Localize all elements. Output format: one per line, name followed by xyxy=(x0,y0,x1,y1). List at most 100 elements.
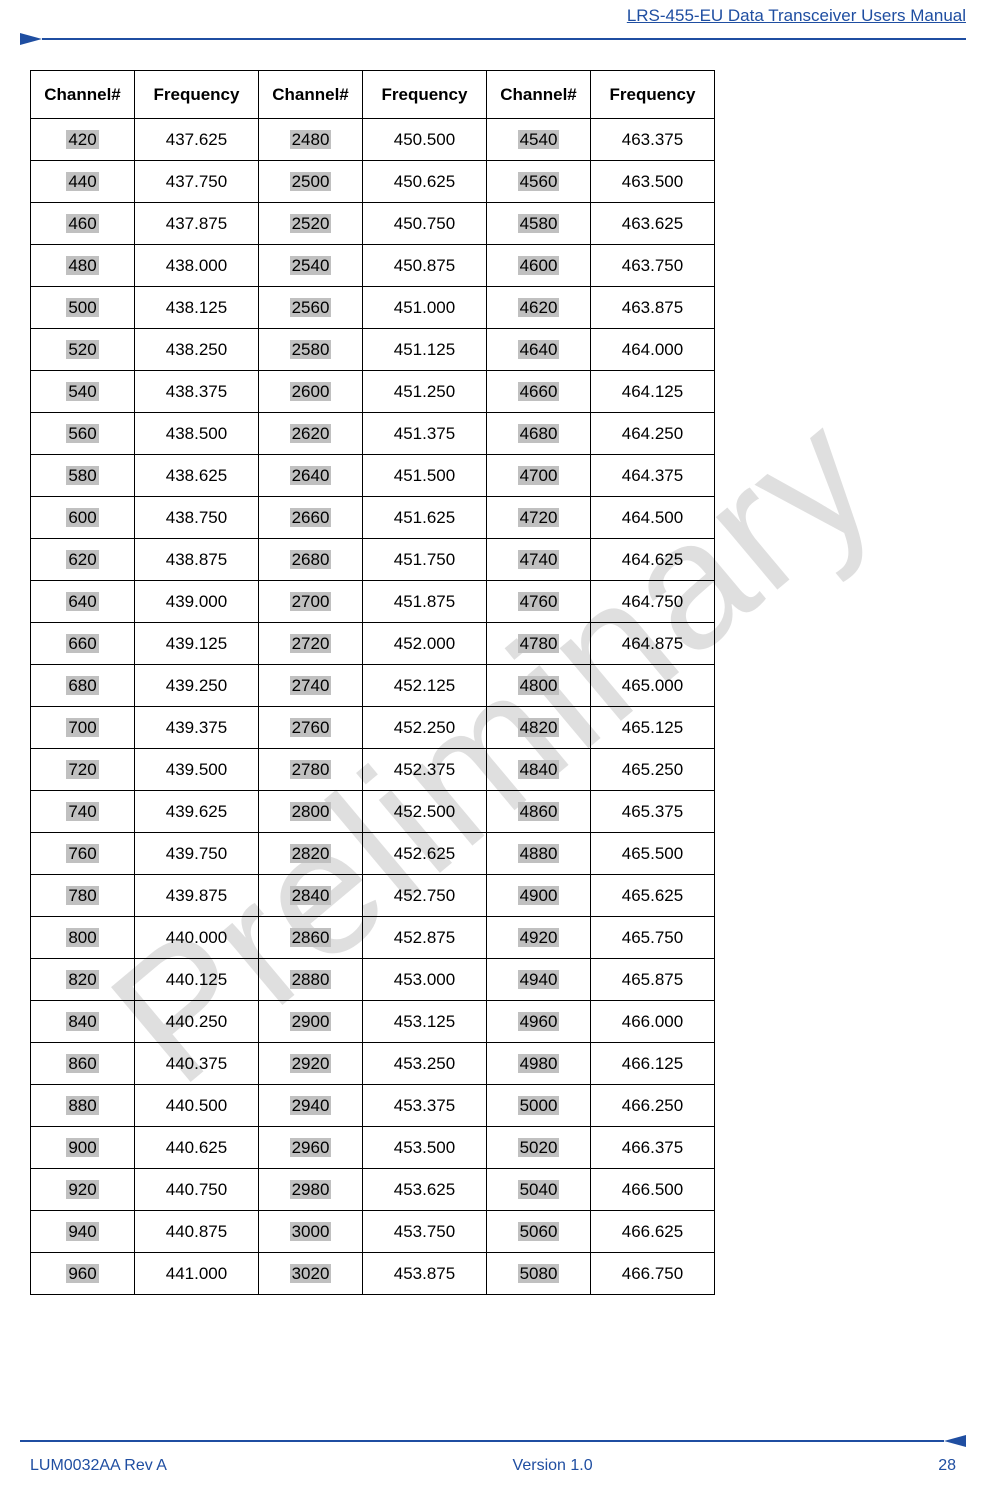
frequency-cell: 452.750 xyxy=(363,875,487,917)
channel-cell: 4760 xyxy=(487,581,591,623)
frequency-cell: 464.000 xyxy=(591,329,715,371)
channel-value: 2480 xyxy=(290,130,332,149)
table-header-cell: Frequency xyxy=(591,71,715,119)
frequency-cell: 451.000 xyxy=(363,287,487,329)
channel-value: 540 xyxy=(66,382,98,401)
channel-value: 2740 xyxy=(290,676,332,695)
table-row: 600438.7502660451.6254720464.500 xyxy=(31,497,715,539)
channel-cell: 580 xyxy=(31,455,135,497)
channel-value: 3000 xyxy=(290,1222,332,1241)
table-row: 520438.2502580451.1254640464.000 xyxy=(31,329,715,371)
channel-cell: 620 xyxy=(31,539,135,581)
channel-cell: 5000 xyxy=(487,1085,591,1127)
channel-cell: 680 xyxy=(31,665,135,707)
channel-cell: 460 xyxy=(31,203,135,245)
channel-cell: 600 xyxy=(31,497,135,539)
channel-value: 560 xyxy=(66,424,98,443)
channel-cell: 740 xyxy=(31,791,135,833)
channel-value: 860 xyxy=(66,1054,98,1073)
channel-cell: 820 xyxy=(31,959,135,1001)
channel-value: 500 xyxy=(66,298,98,317)
header-bar xyxy=(42,38,966,40)
table-row: 420437.6252480450.5004540463.375 xyxy=(31,119,715,161)
table-row: 720439.5002780452.3754840465.250 xyxy=(31,749,715,791)
channel-value: 2620 xyxy=(290,424,332,443)
frequency-cell: 452.375 xyxy=(363,749,487,791)
frequency-cell: 452.125 xyxy=(363,665,487,707)
channel-value: 520 xyxy=(66,340,98,359)
frequency-cell: 465.875 xyxy=(591,959,715,1001)
frequency-cell: 453.000 xyxy=(363,959,487,1001)
frequency-cell: 440.125 xyxy=(135,959,259,1001)
channel-cell: 4960 xyxy=(487,1001,591,1043)
channel-cell: 900 xyxy=(31,1127,135,1169)
frequency-cell: 437.625 xyxy=(135,119,259,161)
frequency-cell: 438.375 xyxy=(135,371,259,413)
channel-value: 4560 xyxy=(518,172,560,191)
frequency-cell: 439.875 xyxy=(135,875,259,917)
frequency-cell: 439.125 xyxy=(135,623,259,665)
channel-value: 4820 xyxy=(518,718,560,737)
frequency-cell: 437.875 xyxy=(135,203,259,245)
frequency-cell: 463.375 xyxy=(591,119,715,161)
channel-cell: 960 xyxy=(31,1253,135,1295)
table-row: 860440.3752920453.2504980466.125 xyxy=(31,1043,715,1085)
channel-value: 4600 xyxy=(518,256,560,275)
channel-cell: 2980 xyxy=(259,1169,363,1211)
channel-cell: 4540 xyxy=(487,119,591,161)
channel-value: 680 xyxy=(66,676,98,695)
frequency-cell: 466.750 xyxy=(591,1253,715,1295)
channel-cell: 840 xyxy=(31,1001,135,1043)
channel-value: 2840 xyxy=(290,886,332,905)
channel-value: 900 xyxy=(66,1138,98,1157)
frequency-cell: 453.250 xyxy=(363,1043,487,1085)
channel-value: 4760 xyxy=(518,592,560,611)
channel-value: 2560 xyxy=(290,298,332,317)
table-row: 580438.6252640451.5004700464.375 xyxy=(31,455,715,497)
channel-value: 740 xyxy=(66,802,98,821)
frequency-cell: 453.875 xyxy=(363,1253,487,1295)
table-row: 700439.3752760452.2504820465.125 xyxy=(31,707,715,749)
table-row: 880440.5002940453.3755000466.250 xyxy=(31,1085,715,1127)
channel-value: 4700 xyxy=(518,466,560,485)
frequency-cell: 464.250 xyxy=(591,413,715,455)
channel-cell: 2600 xyxy=(259,371,363,413)
frequency-cell: 465.625 xyxy=(591,875,715,917)
channel-value: 4840 xyxy=(518,760,560,779)
frequency-cell: 463.750 xyxy=(591,245,715,287)
channel-value: 840 xyxy=(66,1012,98,1031)
table-row: 560438.5002620451.3754680464.250 xyxy=(31,413,715,455)
channel-cell: 2660 xyxy=(259,497,363,539)
channel-cell: 3000 xyxy=(259,1211,363,1253)
channel-cell: 940 xyxy=(31,1211,135,1253)
channel-value: 2820 xyxy=(290,844,332,863)
footer-rule xyxy=(20,1439,966,1442)
frequency-cell: 438.000 xyxy=(135,245,259,287)
channel-value: 720 xyxy=(66,760,98,779)
channel-cell: 4720 xyxy=(487,497,591,539)
channel-cell: 4620 xyxy=(487,287,591,329)
channel-cell: 2480 xyxy=(259,119,363,161)
channel-cell: 2860 xyxy=(259,917,363,959)
table-row: 740439.6252800452.5004860465.375 xyxy=(31,791,715,833)
channel-cell: 2800 xyxy=(259,791,363,833)
frequency-cell: 453.625 xyxy=(363,1169,487,1211)
footer-row: LUM0032AA Rev A Version 1.0 28 xyxy=(30,1457,956,1475)
channel-cell: 4660 xyxy=(487,371,591,413)
channel-cell: 5040 xyxy=(487,1169,591,1211)
frequency-cell: 466.500 xyxy=(591,1169,715,1211)
channel-cell: 5080 xyxy=(487,1253,591,1295)
frequency-cell: 465.000 xyxy=(591,665,715,707)
frequency-cell: 450.625 xyxy=(363,161,487,203)
frequency-cell: 451.375 xyxy=(363,413,487,455)
channel-cell: 4860 xyxy=(487,791,591,833)
channel-cell: 2680 xyxy=(259,539,363,581)
frequency-cell: 452.500 xyxy=(363,791,487,833)
channel-cell: 2880 xyxy=(259,959,363,1001)
table-row: 800440.0002860452.8754920465.750 xyxy=(31,917,715,959)
table-header-cell: Frequency xyxy=(135,71,259,119)
channel-value: 660 xyxy=(66,634,98,653)
main-content: Channel#FrequencyChannel#FrequencyChanne… xyxy=(30,70,715,1295)
channel-cell: 3020 xyxy=(259,1253,363,1295)
footer-right: 28 xyxy=(938,1457,956,1475)
